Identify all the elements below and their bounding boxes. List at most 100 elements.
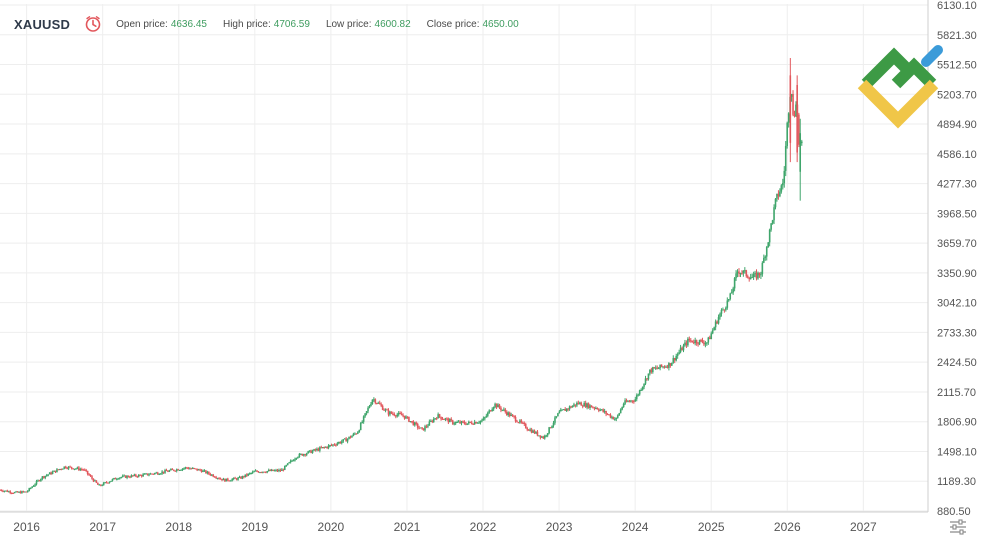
- candle-body: [692, 342, 695, 344]
- candle-body: [191, 468, 194, 470]
- candle-body: [459, 421, 461, 424]
- x-tick-label: 2019: [241, 520, 268, 534]
- candle-body: [412, 421, 415, 426]
- candle-body: [118, 477, 121, 479]
- y-tick-label: 3968.50: [937, 208, 977, 220]
- candle-body: [209, 473, 212, 476]
- candle-body: [139, 474, 142, 476]
- candle-body: [505, 411, 508, 415]
- candle-body: [730, 292, 733, 294]
- candle-body: [687, 338, 689, 346]
- candle-body: [432, 418, 435, 422]
- candle-body: [777, 193, 780, 197]
- candle-body: [425, 426, 428, 428]
- candle-body: [319, 447, 321, 451]
- clock-icon[interactable]: [84, 15, 102, 33]
- candle-body: [530, 429, 533, 433]
- candle-body: [535, 431, 537, 434]
- candle-body: [121, 475, 124, 478]
- candle-body: [631, 400, 634, 402]
- candle-body: [675, 356, 677, 361]
- candle-body: [95, 480, 98, 483]
- candle-body: [159, 473, 162, 475]
- candle-body: [774, 198, 777, 208]
- candle-body: [346, 438, 349, 442]
- candle-body: [428, 421, 431, 426]
- candle-body: [43, 476, 45, 478]
- candle-body: [237, 477, 239, 480]
- candle-body: [752, 274, 755, 278]
- candle-body: [289, 460, 292, 463]
- candle-body: [177, 469, 179, 471]
- candle-body: [126, 475, 128, 478]
- candle-body: [446, 418, 448, 420]
- candle-body: [203, 470, 206, 472]
- candle-body: [568, 406, 571, 410]
- candle-body: [738, 271, 740, 274]
- x-tick-label: 2017: [89, 520, 116, 534]
- candle-body: [114, 478, 117, 480]
- candle-body: [152, 473, 155, 475]
- candle-body: [638, 390, 641, 395]
- candle-body: [202, 470, 204, 473]
- candle-body: [565, 408, 568, 411]
- candle-body: [482, 418, 485, 421]
- candle-body: [576, 402, 578, 406]
- candle-body: [447, 418, 450, 423]
- candle-body: [508, 412, 511, 416]
- candle-body: [676, 354, 679, 357]
- candle-body: [387, 410, 390, 415]
- candle-body: [183, 468, 185, 470]
- candle-body: [599, 409, 602, 411]
- candle-body: [297, 456, 299, 458]
- candle-body: [162, 471, 165, 473]
- candle-body: [305, 453, 308, 456]
- candle-body: [685, 342, 688, 346]
- candle-body: [187, 467, 190, 469]
- candle-body: [310, 450, 312, 454]
- candle-body: [630, 400, 632, 402]
- candle-body: [48, 472, 51, 475]
- chart-header: XAUUSD Open price: 4636.45 High price: 470…: [14, 12, 535, 36]
- open-price-value: 4636.45: [170, 18, 207, 30]
- candle-body: [193, 468, 196, 470]
- candle-body: [6, 490, 9, 492]
- candle-body: [364, 413, 366, 417]
- candle-body: [79, 469, 82, 471]
- candle-body: [180, 469, 182, 471]
- candle-body: [113, 478, 115, 480]
- y-tick-label: 3042.10: [937, 298, 977, 310]
- candle-body: [503, 409, 505, 411]
- candle-body: [657, 368, 660, 370]
- candle-body: [326, 446, 328, 448]
- candle-body: [229, 480, 232, 482]
- candle-body: [257, 471, 260, 473]
- candle-body: [800, 141, 803, 144]
- candle-body: [593, 407, 596, 409]
- candle-body: [273, 470, 276, 472]
- candle-body: [761, 262, 764, 275]
- candle-body: [97, 482, 99, 485]
- candle-body: [174, 470, 177, 472]
- candle-body: [57, 469, 60, 471]
- candle-body: [660, 364, 663, 367]
- candle-body: [615, 417, 618, 420]
- candle-body: [460, 421, 463, 424]
- candle-body: [38, 480, 41, 482]
- candle-body: [124, 475, 127, 478]
- candle-body: [689, 340, 692, 342]
- candle-body: [282, 469, 285, 471]
- sliders-icon[interactable]: [948, 518, 968, 536]
- candle-body: [265, 472, 267, 474]
- candle-body: [371, 399, 374, 405]
- candle-body: [560, 409, 562, 412]
- candle-body: [411, 421, 413, 423]
- candle-body: [218, 478, 220, 480]
- candle-body: [782, 183, 784, 186]
- candle-body: [758, 272, 761, 276]
- candle-body: [536, 431, 539, 436]
- candle-body: [342, 439, 345, 442]
- candle-body: [345, 438, 347, 442]
- candle-body: [161, 471, 163, 474]
